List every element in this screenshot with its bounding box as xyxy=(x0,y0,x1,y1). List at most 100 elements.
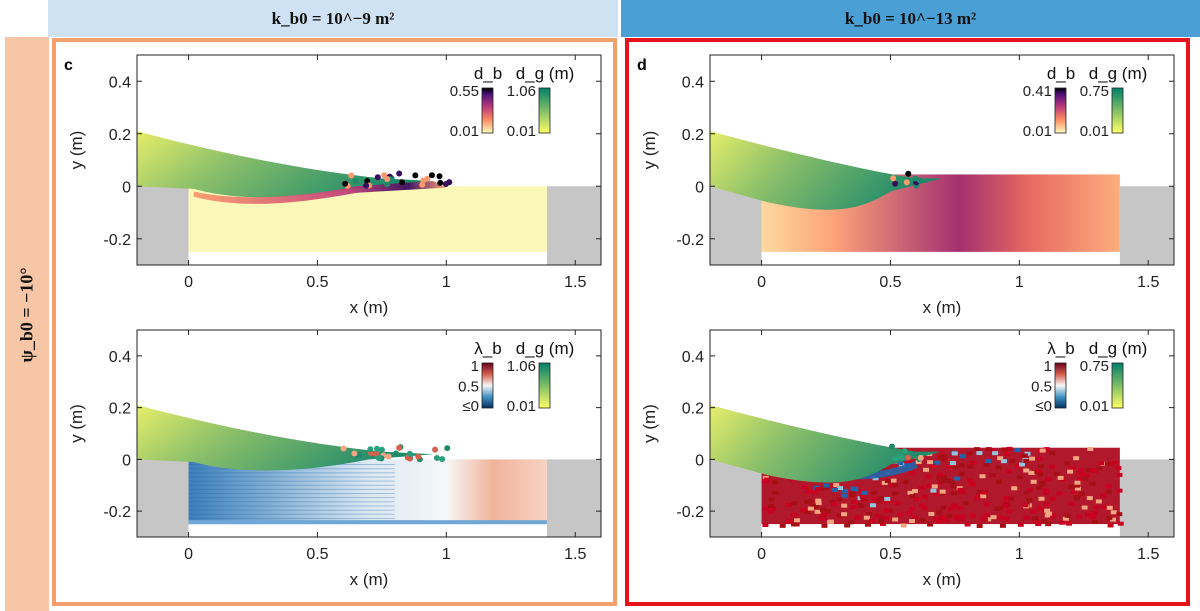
bed-cell xyxy=(768,497,775,502)
bed-cell xyxy=(888,483,895,488)
bed-cell xyxy=(1035,522,1042,527)
bed-cell xyxy=(861,490,868,495)
bed-cell xyxy=(800,508,807,513)
colorbar-summer xyxy=(538,362,551,409)
x-tick-label: 0.5 xyxy=(306,546,328,563)
colorbar-title: d_b xyxy=(474,64,502,83)
colorbar-max-label: 0.75 xyxy=(1080,358,1109,375)
plot-area-c-bot xyxy=(137,405,601,537)
bed-cell xyxy=(980,516,987,521)
bed-cell xyxy=(928,511,935,516)
bed-cell xyxy=(945,478,952,483)
bed-cell xyxy=(1021,453,1028,458)
bed-cell xyxy=(1091,511,1098,516)
bed-cell xyxy=(992,451,999,456)
bed-cell xyxy=(1006,446,1013,451)
particle xyxy=(444,445,451,452)
bed-cell xyxy=(958,517,965,522)
bed-cell xyxy=(883,508,890,513)
x-axis-label: x (m) xyxy=(350,298,389,317)
bed-cell xyxy=(1111,460,1118,465)
y-tick-label: 0 xyxy=(695,179,704,196)
colorbar-min-label: 0.01 xyxy=(1080,123,1109,140)
bed-cell xyxy=(983,512,990,517)
plot-area-d-top xyxy=(710,131,1174,265)
particle xyxy=(442,181,449,188)
particle xyxy=(412,172,419,179)
colorbar-max-label: 0.41 xyxy=(1023,83,1052,100)
left-wall xyxy=(710,459,762,537)
bed-cell xyxy=(880,521,887,526)
y-tick-label: 0.2 xyxy=(682,401,704,418)
plot-area-c-top xyxy=(137,131,601,265)
bed-cell xyxy=(909,471,916,476)
bed-cell xyxy=(1095,499,1102,504)
bed-cell xyxy=(1038,496,1045,501)
bed-cell xyxy=(1037,472,1044,477)
bed-cell xyxy=(790,512,797,517)
bed-cell xyxy=(1107,523,1114,528)
particle xyxy=(428,172,435,179)
bed-cell xyxy=(1040,519,1047,524)
bed-cell xyxy=(1071,489,1078,494)
colorbar-min-label: 0.01 xyxy=(1023,123,1052,140)
bed-cell xyxy=(932,491,939,496)
bed-cell xyxy=(1004,451,1011,456)
bed-cell xyxy=(866,511,873,516)
axes-frame xyxy=(709,54,1175,266)
bed-cell xyxy=(918,485,925,490)
particle xyxy=(890,175,897,182)
bed-cell xyxy=(936,476,943,481)
panel-c xyxy=(52,38,617,606)
bed-cell xyxy=(911,515,918,520)
y-axis-label: y (m) xyxy=(67,131,86,170)
bed-cell xyxy=(856,503,863,508)
mixed-layer xyxy=(193,181,447,204)
bed-cell xyxy=(1036,485,1043,490)
particle xyxy=(378,446,385,453)
bed-cell xyxy=(1089,481,1096,486)
bed-cell xyxy=(906,511,913,516)
bed-cell xyxy=(949,461,956,466)
bed-cell xyxy=(877,496,884,501)
colorbar-magma xyxy=(1054,87,1067,134)
bed-cell xyxy=(1106,505,1113,510)
panel-d xyxy=(625,38,1190,606)
bed-cell xyxy=(1048,464,1055,469)
header-right: k_b0 = 10^−13 m² xyxy=(621,0,1200,37)
bed-cell xyxy=(902,479,909,484)
bed-cell xyxy=(1003,496,1010,501)
bed-cell xyxy=(1017,522,1024,527)
bed-cell xyxy=(1079,472,1086,477)
bed-cell xyxy=(1026,487,1033,492)
bed-cell xyxy=(983,502,990,507)
bed-cell xyxy=(912,489,919,494)
bed-cell xyxy=(985,459,992,464)
plot-area-d-bot xyxy=(710,405,1174,537)
colorbar-magma xyxy=(481,87,494,134)
header-right-label: k_b0 = 10^−13 m² xyxy=(844,8,977,28)
bed-cell xyxy=(970,460,977,465)
bed-cell xyxy=(836,497,843,502)
x-tick-label: 0 xyxy=(757,546,766,563)
bed-bottom-edge xyxy=(188,520,547,525)
bed-cell xyxy=(768,503,775,508)
bed-cell xyxy=(1073,483,1080,488)
bed-cell xyxy=(1073,495,1080,500)
side-band xyxy=(5,37,49,611)
bed-cell xyxy=(801,484,808,489)
bed-cell xyxy=(1069,466,1076,471)
bed-cell xyxy=(989,448,996,453)
bed-cell xyxy=(1044,477,1051,482)
bed-cell xyxy=(1017,475,1024,480)
bed-cell xyxy=(814,487,821,492)
left-wall xyxy=(137,186,189,265)
bed-cell xyxy=(956,505,963,510)
right-wall xyxy=(1119,186,1174,265)
bed-cell xyxy=(951,503,958,508)
bed-cell xyxy=(1057,475,1064,480)
colorbar-title: d_g (m) xyxy=(516,339,575,358)
bed-cell xyxy=(915,460,922,465)
particle xyxy=(396,444,403,451)
particle xyxy=(436,173,443,180)
